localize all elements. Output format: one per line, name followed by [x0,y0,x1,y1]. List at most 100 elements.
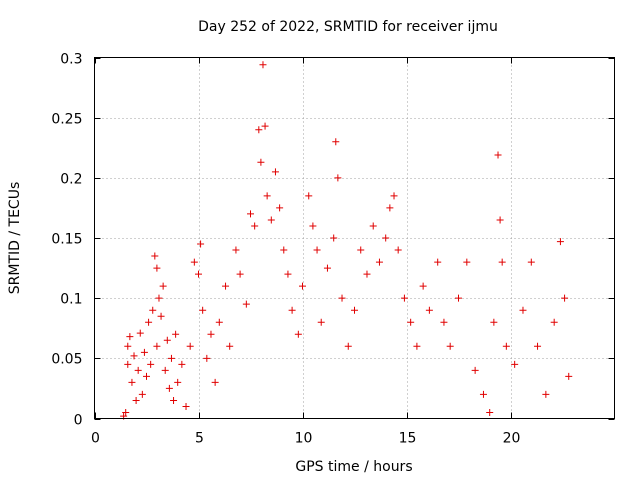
data-point [317,318,325,326]
data-point [407,318,415,326]
data-points [120,61,573,420]
data-point [251,222,259,230]
data-point [165,384,173,392]
data-point [259,61,267,69]
data-point [271,168,279,176]
chart-title: Day 252 of 2022, SRMTID for receiver ijm… [198,19,498,35]
data-point [309,222,317,230]
data-point [400,294,408,302]
data-point [257,158,265,166]
data-point [153,342,161,350]
data-point [222,282,230,290]
data-point [203,354,211,362]
data-point [299,282,306,290]
data-point [323,264,331,272]
y-tick-label: 0.15 [51,232,82,248]
data-point [502,342,510,350]
data-point [159,282,167,290]
x-axis-label: GPS time / hours [295,459,412,475]
data-point [197,240,205,248]
data-point [255,126,263,134]
data-point [479,390,487,398]
data-point [386,204,394,212]
data-point [195,270,202,278]
data-point [425,306,433,314]
data-point [161,366,169,374]
data-point [124,342,132,350]
data-point [313,246,321,254]
data-point [305,192,313,200]
y-tick-label: 0.05 [51,352,82,368]
data-point [542,390,550,398]
data-point [124,360,132,368]
data-point [182,402,190,410]
x-tick-label: 20 [503,431,521,447]
data-point [394,246,402,254]
data-point [496,216,504,224]
data-point [284,270,292,278]
data-point [172,330,180,338]
data-point [143,372,150,380]
data-point [363,270,371,278]
grid-lines [94,57,615,419]
data-point [211,378,219,386]
data-point [138,390,146,398]
data-point [140,348,148,356]
data-point [413,342,421,350]
data-point [330,234,338,242]
data-point [357,246,365,254]
data-point [242,300,250,308]
data-point [294,330,302,338]
data-point [132,396,140,404]
data-point [490,318,498,326]
data-point [332,138,340,146]
data-point [136,329,144,337]
x-tick-label: 0 [91,431,100,447]
data-point [486,408,494,416]
data-point [130,352,138,360]
data-point [261,122,269,130]
data-point [556,238,564,246]
data-point [382,234,390,242]
data-point [375,258,383,266]
data-point [153,264,161,272]
data-point [369,222,377,230]
data-point [163,336,171,344]
x-tick-label: 10 [295,431,313,447]
y-tick-label: 0 [74,413,83,429]
data-point [463,258,471,266]
data-point [446,342,454,350]
data-point [550,318,558,326]
data-point [128,378,136,386]
x-tick-label: 5 [195,431,204,447]
data-point [561,294,569,302]
data-point [519,306,527,314]
data-point [157,312,165,320]
data-point [167,354,175,362]
y-tick-label: 0.2 [60,172,82,188]
data-point [134,366,142,374]
data-point [170,396,178,404]
data-point [126,333,134,341]
data-point [145,318,153,326]
axis-ticks: 0 5 10 15 20 0 0.05 0.1 0.15 0.2 0.25 0.3 [51,52,615,447]
y-axis-label: SRMTID / TECUs [7,182,23,295]
data-point [215,318,223,326]
data-point [527,258,535,266]
y-tick-label: 0.25 [51,112,82,128]
data-point [276,204,284,212]
data-point [199,306,207,314]
data-point [494,151,502,159]
data-point [151,252,159,260]
data-point [263,192,271,200]
data-point [122,408,130,416]
data-point [190,258,198,266]
data-point [207,330,215,338]
data-point [434,258,442,266]
y-tick-label: 0.3 [60,52,82,68]
data-point [236,270,244,278]
data-point [280,246,288,254]
data-point [344,342,352,350]
data-point [267,216,275,224]
data-point [178,360,186,368]
